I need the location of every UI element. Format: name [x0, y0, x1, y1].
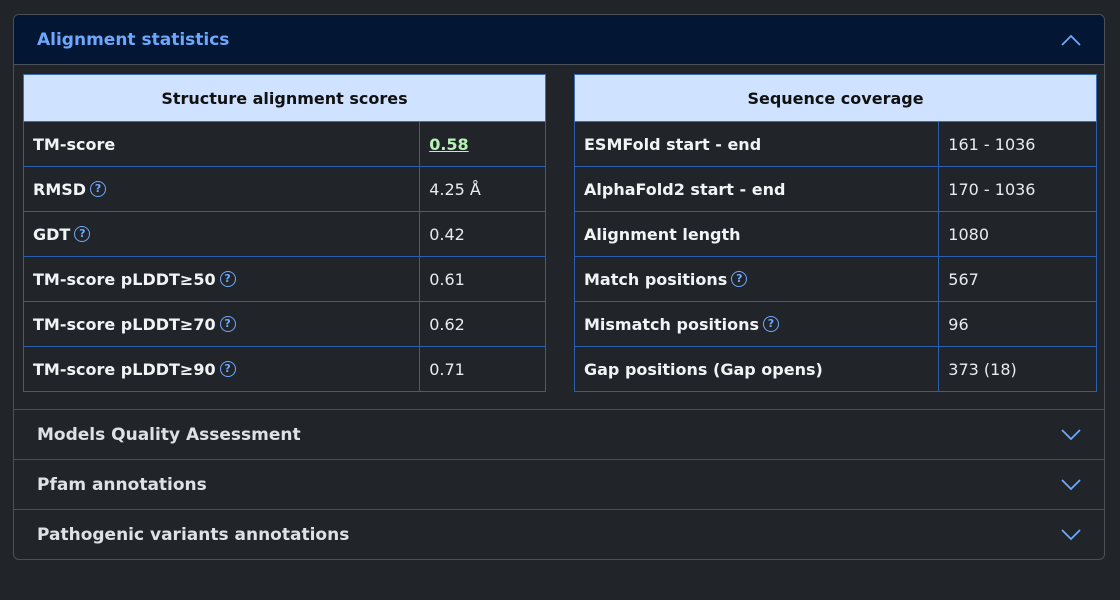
structure-table-header: Structure alignment scores: [23, 74, 546, 122]
table-row: Gap positions (Gap opens) 373 (18): [573, 346, 1097, 392]
question-circle-icon[interactable]: ?: [74, 226, 91, 242]
chevron-up-icon[interactable]: [1060, 33, 1082, 47]
question-circle-icon[interactable]: ?: [219, 271, 236, 287]
row-value: 170 - 1036: [938, 166, 1097, 212]
row-value: 0.71: [419, 346, 546, 392]
table-row: Mismatch positions? 96: [573, 301, 1097, 347]
row-label: TM-score pLDDT≥90?: [22, 346, 421, 392]
coverage-table-header: Sequence coverage: [574, 74, 1097, 122]
table-row: AlphaFold2 start - end 170 - 1036: [573, 166, 1097, 212]
table-row: ESMFold start - end 161 - 1036: [573, 121, 1097, 167]
row-label: Gap positions (Gap opens): [573, 346, 940, 392]
row-value: 96: [938, 301, 1097, 347]
question-circle-icon[interactable]: ?: [762, 316, 779, 332]
row-label: RMSD?: [22, 166, 421, 212]
row-value: 161 - 1036: [938, 121, 1097, 167]
chevron-down-icon[interactable]: [1060, 478, 1082, 492]
pathogenic-variants-header[interactable]: Pathogenic variants annotations: [14, 509, 1104, 559]
row-label: ESMFold start - end: [573, 121, 940, 167]
row-value: 1080: [938, 211, 1097, 257]
row-label: Mismatch positions?: [573, 301, 940, 347]
quality-assessment-header[interactable]: Models Quality Assessment: [14, 409, 1104, 459]
row-value: 0.42: [419, 211, 546, 257]
chevron-down-icon[interactable]: [1060, 528, 1082, 542]
pathogenic-variants-title: Pathogenic variants annotations: [37, 524, 350, 545]
row-label: TM-score pLDDT≥70?: [22, 301, 421, 347]
table-row: RMSD? 4.25 Å: [22, 166, 546, 212]
row-label: AlphaFold2 start - end: [573, 166, 940, 212]
alignment-statistics-header[interactable]: Alignment statistics: [14, 15, 1104, 65]
question-circle-icon[interactable]: ?: [90, 181, 107, 197]
row-value: 4.25 Å: [419, 166, 546, 212]
alignment-statistics-title: Alignment statistics: [37, 29, 230, 50]
row-value: 0.58: [419, 121, 546, 167]
alignment-statistics-body: Structure alignment scores TM-score 0.58…: [14, 65, 1104, 409]
row-label: GDT?: [22, 211, 421, 257]
row-value: 373 (18): [938, 346, 1097, 392]
row-label: Match positions?: [573, 256, 940, 302]
table-row: GDT? 0.42: [22, 211, 546, 257]
table-row: TM-score pLDDT≥70? 0.62: [22, 301, 546, 347]
row-value: 0.62: [419, 301, 546, 347]
structure-alignment-table: Structure alignment scores TM-score 0.58…: [22, 74, 546, 392]
table-row: Alignment length 1080: [573, 211, 1097, 257]
question-circle-icon[interactable]: ?: [219, 361, 236, 377]
sequence-coverage-table: Sequence coverage ESMFold start - end 16…: [573, 74, 1097, 392]
row-label: Alignment length: [573, 211, 940, 257]
tm-score-link[interactable]: 0.58: [429, 134, 469, 154]
row-label: TM-score pLDDT≥50?: [22, 256, 421, 302]
row-value: 567: [938, 256, 1097, 302]
table-row: Match positions? 567: [573, 256, 1097, 302]
row-value: 0.61: [419, 256, 546, 302]
table-row: TM-score 0.58: [22, 121, 546, 167]
chevron-down-icon[interactable]: [1060, 428, 1082, 442]
row-label: TM-score: [22, 121, 421, 167]
pfam-annotations-title: Pfam annotations: [37, 474, 207, 495]
table-row: TM-score pLDDT≥90? 0.71: [22, 346, 546, 392]
question-circle-icon[interactable]: ?: [731, 271, 748, 287]
table-row: TM-score pLDDT≥50? 0.61: [22, 256, 546, 302]
pfam-annotations-header[interactable]: Pfam annotations: [14, 459, 1104, 509]
quality-assessment-title: Models Quality Assessment: [37, 424, 301, 445]
results-accordion: Alignment statistics Structure alignment…: [13, 14, 1105, 560]
question-circle-icon[interactable]: ?: [219, 316, 236, 332]
